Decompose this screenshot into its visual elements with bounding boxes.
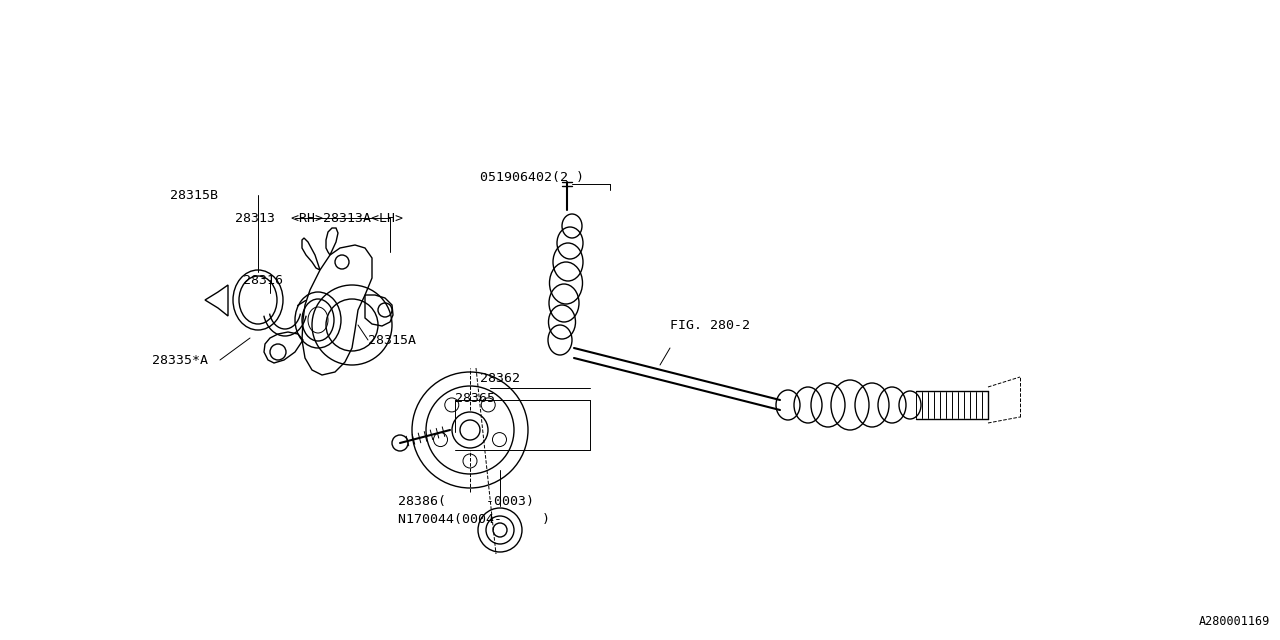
Text: 28386(     -0003): 28386( -0003) — [398, 495, 534, 509]
Text: A280001169: A280001169 — [1199, 615, 1270, 628]
Text: FIG. 280-2: FIG. 280-2 — [669, 319, 750, 332]
Text: 28315A: 28315A — [369, 333, 416, 346]
Text: 28315B: 28315B — [170, 189, 218, 202]
Text: 28362: 28362 — [480, 371, 520, 385]
Text: 28313  <RH>28313A<LH>: 28313 <RH>28313A<LH> — [236, 211, 403, 225]
Text: 28316: 28316 — [243, 273, 283, 287]
Text: 28335*A: 28335*A — [152, 353, 209, 367]
Text: 051906402(2 ): 051906402(2 ) — [480, 170, 584, 184]
Text: N170044(0004-     ): N170044(0004- ) — [398, 513, 550, 527]
Text: 28365: 28365 — [454, 392, 495, 404]
